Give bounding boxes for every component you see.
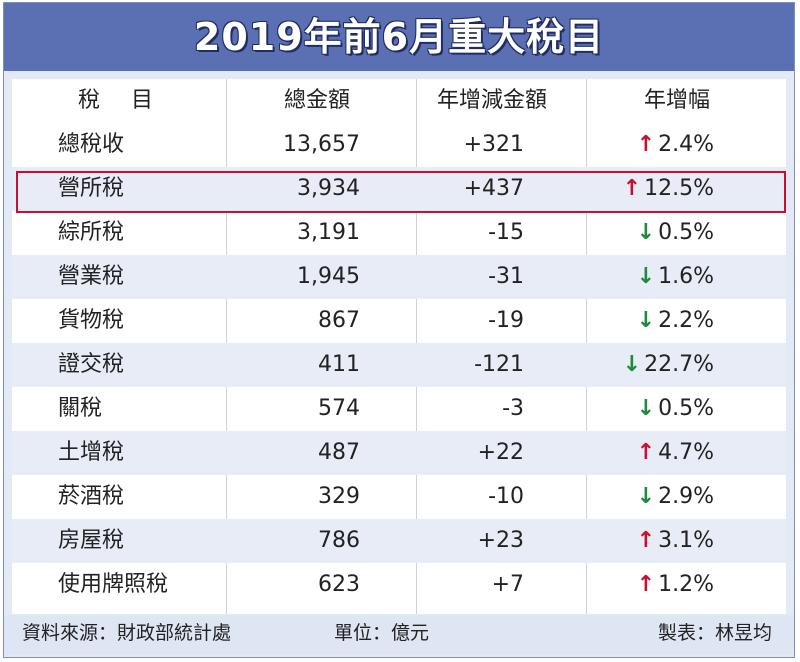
growth-rate-value: 2.4%	[658, 132, 714, 157]
total-amount-cell: 411	[318, 352, 360, 377]
tax-name-cell: 營業稅	[58, 264, 125, 289]
tax-table: 稅 目 總金額 年增減金額 年增幅 總稅收 13,657 +321 ↑ 2.4% 營所稅 3…	[12, 79, 786, 614]
table-row: 綜所稅 3,191 -15 ↓ 0.5%	[12, 211, 786, 255]
growth-rate-cell: ↑ 2.4%	[614, 123, 714, 167]
arrow-up-icon: ↑	[636, 132, 656, 157]
header-total: 總金額	[283, 88, 350, 113]
footer-maker: 製表：林昱均	[657, 622, 772, 644]
table-row: 營業稅 1,945 -31 ↓ 1.6%	[12, 255, 786, 299]
growth-rate-cell: ↓ 2.9%	[614, 475, 714, 519]
tax-name-cell: 菸酒稅	[58, 484, 125, 509]
change-amount-cell: +437	[463, 176, 524, 201]
table-row: 貨物稅 867 -19 ↓ 2.2%	[12, 299, 786, 343]
arrow-up-icon: ↑	[636, 440, 656, 465]
growth-rate-cell: ↓ 0.5%	[614, 387, 714, 431]
growth-rate-cell: ↓ 1.6%	[614, 255, 714, 299]
tax-name-cell: 關稅	[58, 396, 103, 421]
change-amount-cell: -3	[502, 396, 524, 421]
footer-unit: 單位：億元	[334, 622, 430, 644]
tax-name-cell: 綜所稅	[58, 220, 125, 245]
growth-rate-cell: ↑ 4.7%	[614, 431, 714, 475]
chart-frame: 2019年前6月重大稅目 稅 目 總金額 年增減金額 年增幅 總稅收 13,657…	[3, 2, 795, 658]
highlight-box	[16, 171, 786, 213]
growth-rate-value: 3.1%	[658, 528, 714, 553]
change-amount-cell: -19	[488, 308, 524, 333]
total-amount-cell: 574	[318, 396, 360, 421]
growth-rate-cell: ↓ 2.2%	[614, 299, 714, 343]
growth-rate-cell: ↓ 22.7%	[614, 343, 714, 387]
tax-name-cell: 營所稅	[58, 176, 125, 201]
header-change-amount: 年增減金額	[436, 88, 547, 113]
total-amount-cell: 487	[318, 440, 360, 465]
table-row: 房屋稅 786 +23 ↑ 3.1%	[12, 519, 786, 563]
header-tax-item: 稅 目	[78, 88, 165, 113]
change-amount-cell: -121	[474, 352, 524, 377]
growth-rate-value: 0.5%	[658, 220, 714, 245]
arrow-down-icon: ↓	[636, 308, 656, 333]
total-amount-cell: 623	[318, 572, 360, 597]
arrow-up-icon: ↑	[636, 528, 656, 553]
arrow-down-icon: ↓	[636, 220, 656, 245]
growth-rate-value: 22.7%	[644, 352, 714, 377]
table-row: 菸酒稅 329 -10 ↓ 2.9%	[12, 475, 786, 519]
tax-name-cell: 土增稅	[58, 440, 125, 465]
arrow-down-icon: ↓	[636, 396, 656, 421]
table-row: 使用牌照稅 623 +7 ↑ 1.2%	[12, 563, 786, 607]
growth-rate-value: 2.9%	[658, 484, 714, 509]
change-amount-cell: -15	[488, 220, 524, 245]
change-amount-cell: -10	[488, 484, 524, 509]
table-row: 土增稅 487 +22 ↑ 4.7%	[12, 431, 786, 475]
table-row: 總稅收 13,657 +321 ↑ 2.4%	[12, 123, 786, 167]
total-amount-cell: 1,945	[297, 264, 360, 289]
growth-rate-value: 0.5%	[658, 396, 714, 421]
total-amount-cell: 786	[318, 528, 360, 553]
growth-rate-value: 12.5%	[644, 176, 714, 201]
change-amount-cell: +321	[463, 132, 524, 157]
table-header-row: 稅 目 總金額 年增減金額 年增幅	[12, 79, 786, 123]
growth-rate-cell: ↑ 12.5%	[614, 167, 714, 211]
growth-rate-cell: ↓ 0.5%	[614, 211, 714, 255]
table-row: 證交稅 411 -121 ↓ 22.7%	[12, 343, 786, 387]
header-growth-rate: 年增幅	[643, 88, 710, 113]
arrow-down-icon: ↓	[622, 352, 642, 377]
total-amount-cell: 867	[318, 308, 360, 333]
total-amount-cell: 3,934	[297, 176, 360, 201]
change-amount-cell: -31	[488, 264, 524, 289]
arrow-down-icon: ↓	[636, 264, 656, 289]
change-amount-cell: +22	[477, 440, 524, 465]
total-amount-cell: 3,191	[297, 220, 360, 245]
table-row: 關稅 574 -3 ↓ 0.5%	[12, 387, 786, 431]
total-amount-cell: 13,657	[283, 132, 360, 157]
arrow-up-icon: ↑	[622, 176, 642, 201]
growth-rate-value: 2.2%	[658, 308, 714, 333]
growth-rate-value: 1.2%	[658, 572, 714, 597]
tax-name-cell: 使用牌照稅	[58, 572, 169, 597]
title-bar: 2019年前6月重大稅目	[4, 3, 794, 71]
growth-rate-value: 4.7%	[658, 440, 714, 465]
change-amount-cell: +7	[491, 572, 524, 597]
change-amount-cell: +23	[477, 528, 524, 553]
table-row: 營所稅 3,934 +437 ↑ 12.5%	[12, 167, 786, 211]
growth-rate-cell: ↑ 1.2%	[614, 563, 714, 607]
chart-title: 2019年前6月重大稅目	[193, 15, 605, 59]
footer-source: 資料來源：財政部統計處	[22, 622, 232, 644]
total-amount-cell: 329	[318, 484, 360, 509]
footer: 資料來源：財政部統計處 單位：億元 製表：林昱均	[4, 615, 794, 655]
tax-name-cell: 貨物稅	[58, 308, 125, 333]
growth-rate-cell: ↑ 3.1%	[614, 519, 714, 563]
arrow-down-icon: ↓	[636, 484, 656, 509]
growth-rate-value: 1.6%	[658, 264, 714, 289]
tax-name-cell: 房屋稅	[58, 528, 125, 553]
tax-name-cell: 證交稅	[58, 352, 125, 377]
arrow-up-icon: ↑	[636, 572, 656, 597]
tax-name-cell: 總稅收	[58, 132, 125, 157]
